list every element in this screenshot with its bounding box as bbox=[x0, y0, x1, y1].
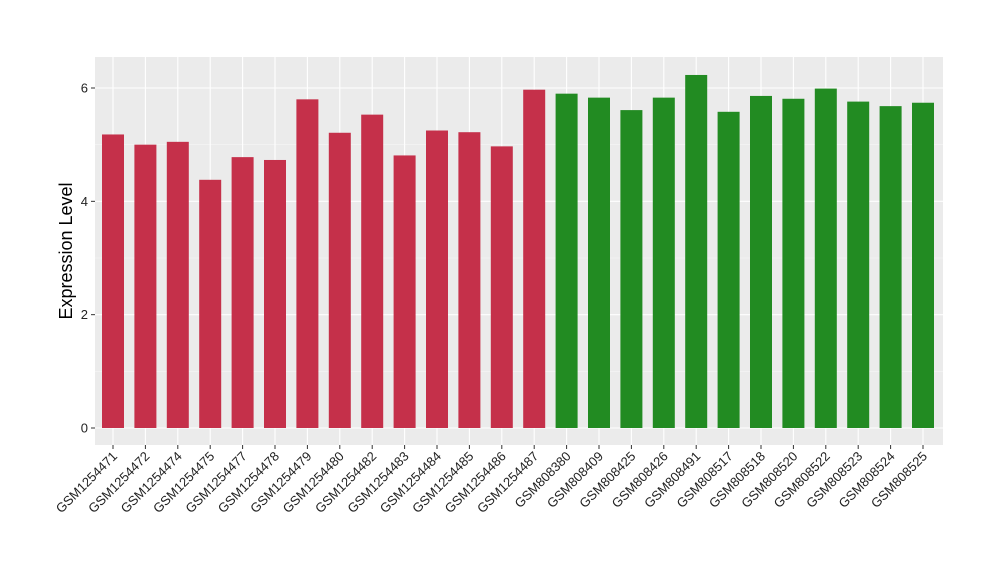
bar bbox=[782, 98, 805, 429]
bar bbox=[134, 144, 157, 428]
y-tick-label: 0 bbox=[81, 421, 88, 436]
bar bbox=[652, 97, 675, 428]
bar bbox=[328, 132, 351, 428]
bar bbox=[102, 134, 124, 428]
y-tick-label: 6 bbox=[81, 81, 88, 96]
bar bbox=[361, 114, 384, 428]
bar bbox=[296, 99, 319, 428]
bar bbox=[199, 179, 222, 428]
bar bbox=[166, 141, 189, 429]
bar bbox=[264, 159, 286, 428]
bar bbox=[620, 110, 643, 428]
bar bbox=[879, 106, 902, 428]
bar bbox=[847, 101, 870, 428]
bar bbox=[588, 97, 610, 428]
bar bbox=[426, 130, 448, 428]
bar bbox=[814, 88, 837, 429]
bar bbox=[717, 111, 740, 429]
bar bbox=[458, 132, 481, 428]
bar bbox=[523, 89, 546, 428]
bars bbox=[102, 74, 934, 429]
y-axis: 0 2 4 6 bbox=[81, 81, 95, 436]
y-tick-label: 2 bbox=[81, 307, 88, 322]
bar bbox=[231, 157, 254, 428]
bar bbox=[750, 95, 772, 428]
y-tick-label: 4 bbox=[81, 194, 88, 209]
bar bbox=[490, 146, 513, 428]
bar bbox=[912, 102, 934, 428]
bar bbox=[393, 155, 416, 428]
y-axis-title: Expression Level bbox=[56, 182, 76, 319]
x-axis: GSM1254471GSM1254472GSM1254474GSM1254475… bbox=[53, 445, 930, 516]
bar bbox=[685, 74, 708, 428]
bar bbox=[555, 93, 578, 429]
